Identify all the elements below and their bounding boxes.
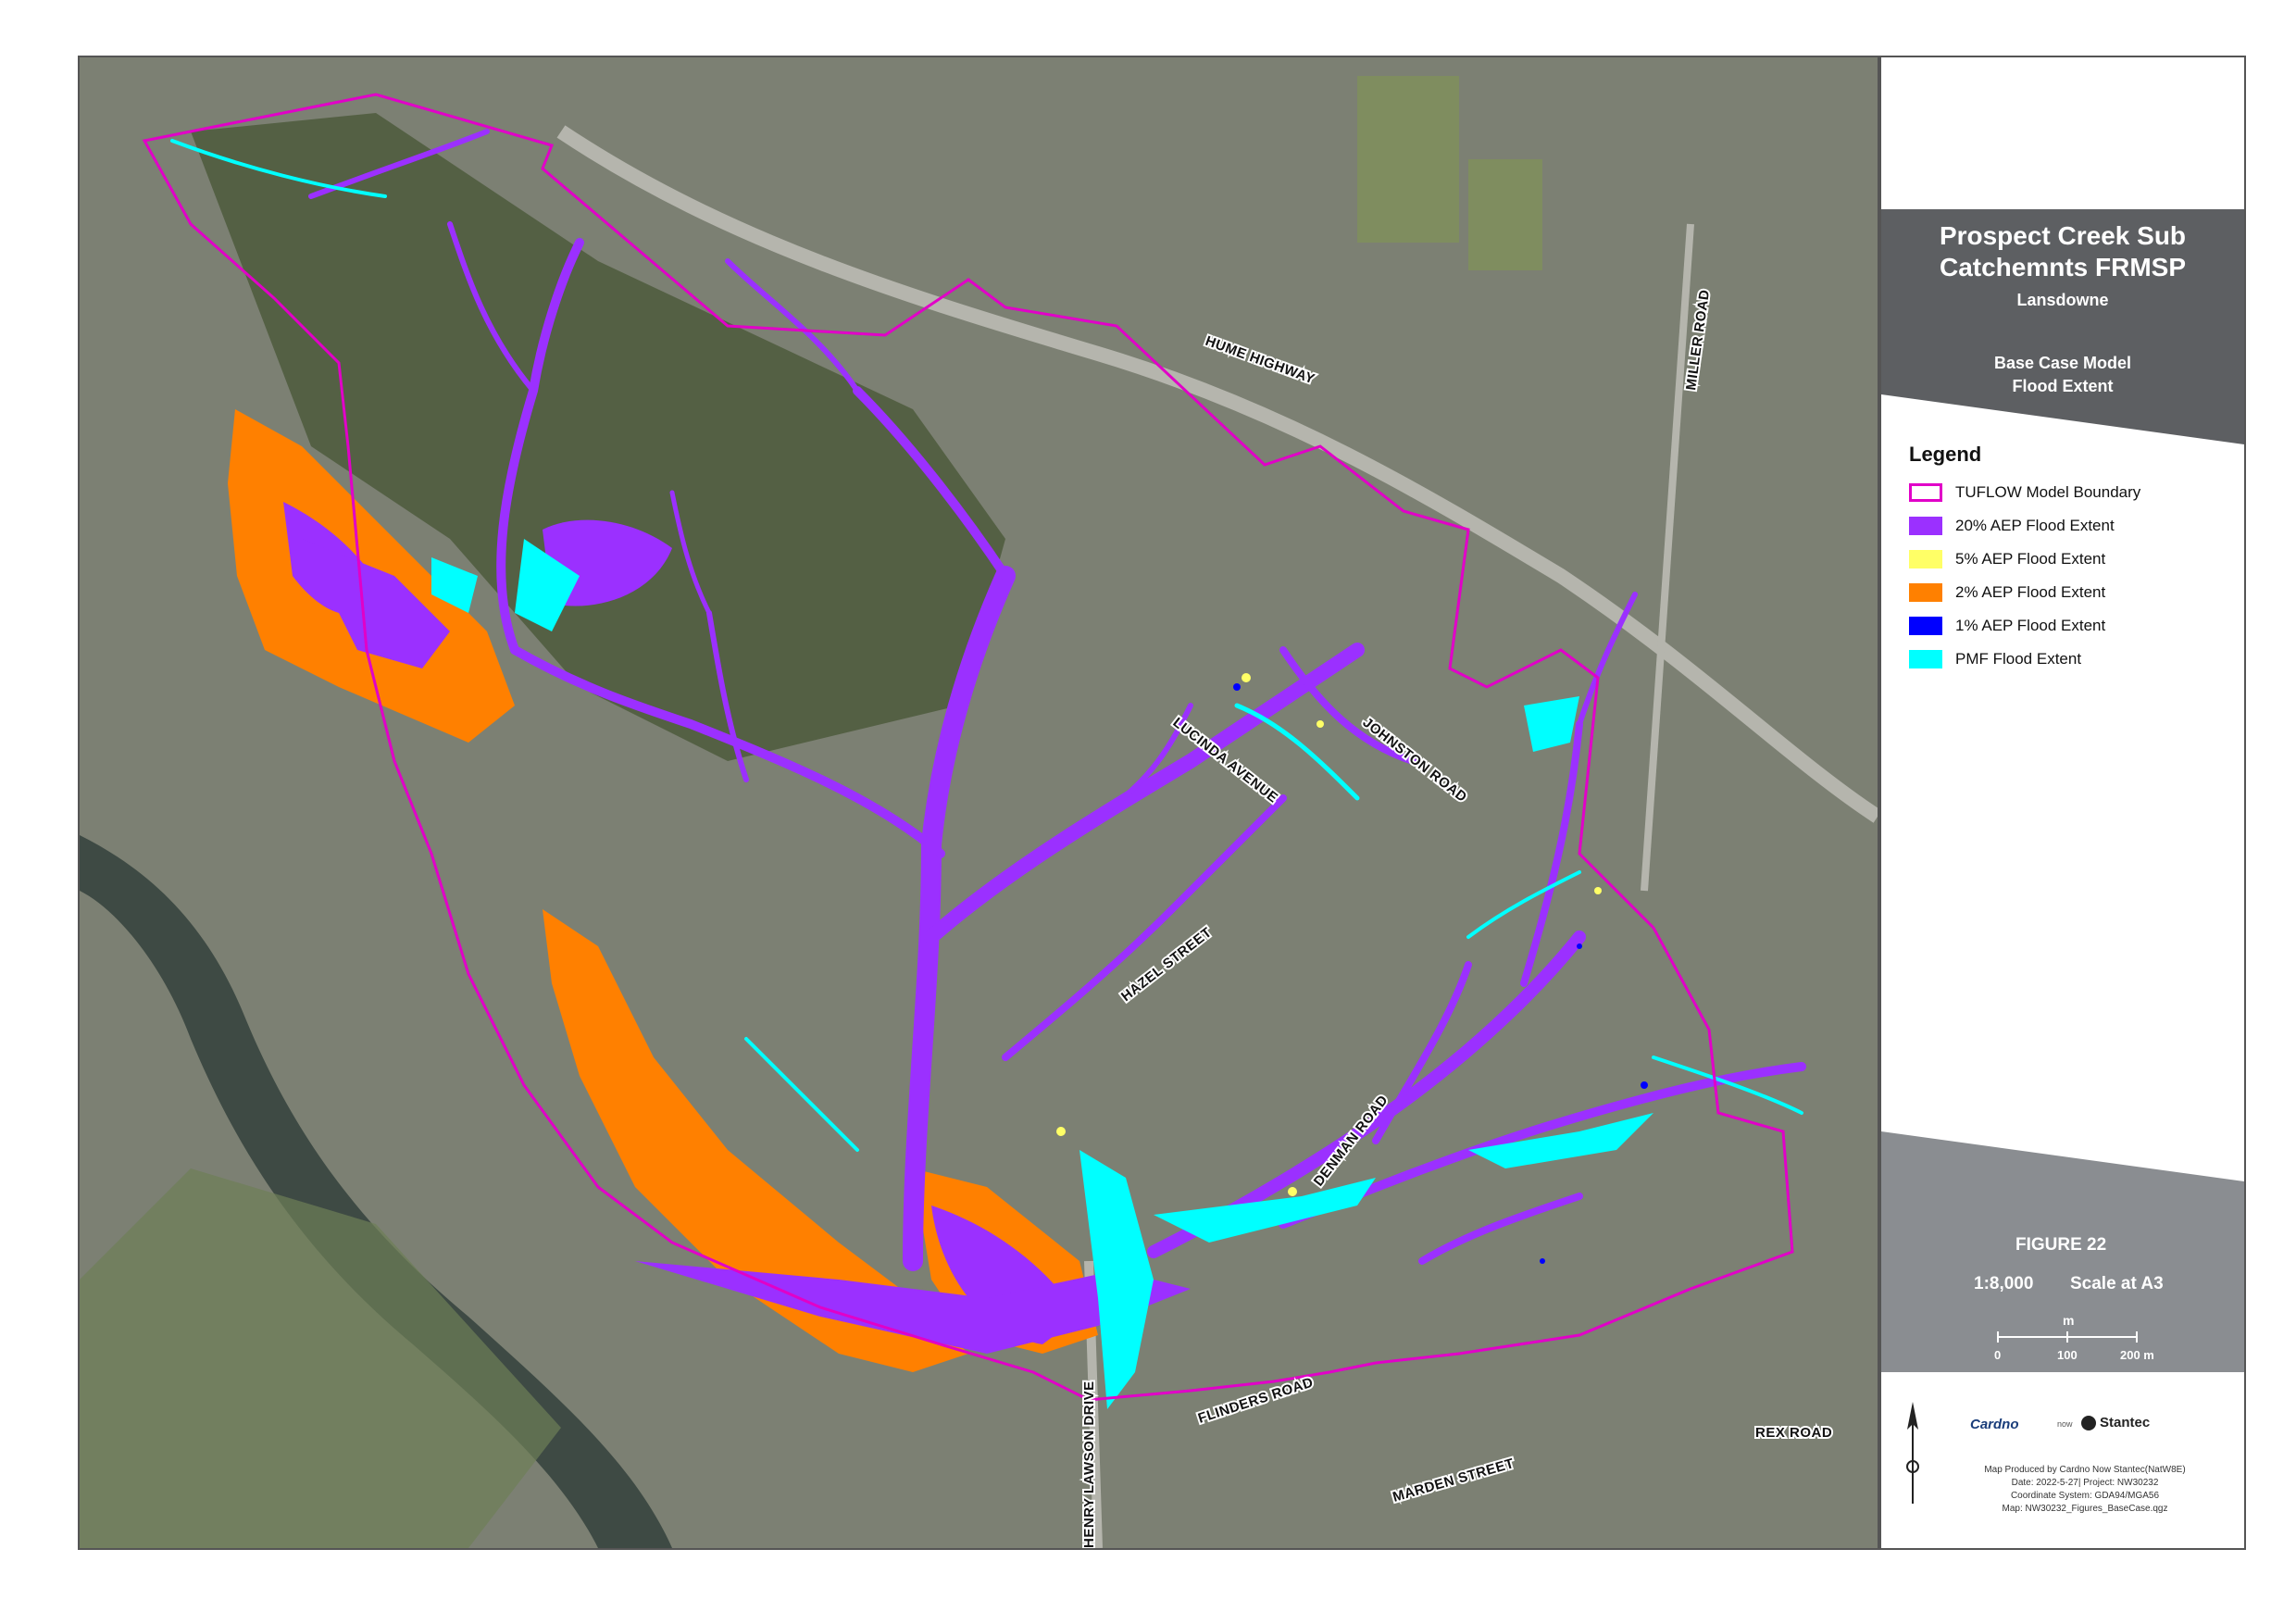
road-label-henry-lawson: HENRY LAWSON DRIVE	[1081, 1380, 1097, 1548]
legend-label: 2% AEP Flood Extent	[1955, 583, 2106, 601]
legend-label: 5% AEP Flood Extent	[1955, 550, 2106, 568]
scalebar-unit: m	[2063, 1313, 2075, 1328]
legend-item-tuflow-boundary: TUFLOW Model Boundary	[1909, 476, 2140, 509]
scalebar-tick-200: 200 m	[2120, 1348, 2154, 1362]
legend-swatch	[1909, 617, 1942, 635]
tuflow-model-boundary	[142, 93, 1794, 1402]
legend-label: PMF Flood Extent	[1955, 650, 2082, 668]
figure-block-background	[1881, 1131, 2244, 1372]
road-hume-highway	[556, 125, 1878, 823]
sports-field	[1468, 159, 1542, 270]
map-subtitle-line1: Base Case Model	[1993, 354, 2132, 372]
legend-swatch	[1909, 583, 1942, 602]
flood-pmf-extent	[431, 539, 1653, 1409]
flood-pmf-streams	[170, 139, 1803, 1152]
legend: Legend TUFLOW Model Boundary 20% AEP Flo…	[1909, 443, 2140, 676]
river	[80, 835, 672, 1548]
flood-map[interactable]: HUME HIGHWAY MILLER ROAD LUCINDA AVENUE …	[80, 57, 1878, 1548]
legend-swatch	[1909, 483, 1942, 502]
golf-course	[80, 1168, 561, 1548]
legend-item-pmf: PMF Flood Extent	[1909, 643, 2140, 676]
legend-label: TUFLOW Model Boundary	[1955, 483, 2141, 501]
meta-line-1: Map Produced by Cardno Now Stantec(NatW8…	[1984, 1465, 2186, 1475]
road-label-rex: REX ROAD	[1755, 1425, 1832, 1441]
flood-20pct-aep	[283, 502, 1191, 1354]
sports-field	[1357, 76, 1459, 243]
legend-item-20pct-aep: 20% AEP Flood Extent	[1909, 509, 2140, 543]
map-info-panel: Prospect Creek Sub Catchemnts FRMSP Lans…	[1879, 56, 2246, 1550]
legend-item-1pct-aep: 1% AEP Flood Extent	[1909, 609, 2140, 643]
map-scale: 1:8,000	[1974, 1274, 2034, 1293]
map-frame[interactable]: HUME HIGHWAY MILLER ROAD LUCINDA AVENUE …	[78, 56, 1879, 1550]
scalebar-tick-100: 100	[2057, 1348, 2078, 1362]
scale-bar	[1997, 1331, 2138, 1343]
map-location: Lansdowne	[2016, 291, 2109, 309]
meta-line-4: Map: NW30232_Figures_BaseCase.qgz	[2002, 1504, 2168, 1514]
bushland	[191, 113, 1005, 761]
legend-swatch	[1909, 650, 1942, 668]
legend-swatch	[1909, 550, 1942, 568]
cardno-logo: Cardno	[1970, 1417, 2019, 1432]
legend-title: Legend	[1909, 443, 1982, 466]
meta-line-3: Coordinate System: GDA94/MGA56	[2010, 1491, 2160, 1501]
meta-line-2: Date: 2022-5-27| Project: NW30232	[2011, 1478, 2159, 1488]
figure-number: FIGURE 22	[2015, 1235, 2107, 1255]
legend-item-2pct-aep: 2% AEP Flood Extent	[1909, 576, 2140, 609]
title-block-background	[1881, 209, 2244, 444]
map-title-line2: Catchemnts FRMSP	[1939, 253, 2187, 281]
legend-swatch	[1909, 517, 1942, 535]
stantec-logo: Stantec	[2081, 1415, 2150, 1430]
flood-5pct-1pct-speckles	[1056, 673, 1648, 1264]
scalebar-tick-0: 0	[1994, 1348, 2002, 1362]
legend-item-5pct-aep: 5% AEP Flood Extent	[1909, 543, 2140, 576]
legend-label: 20% AEP Flood Extent	[1955, 517, 2115, 534]
road-miller	[1641, 223, 1694, 892]
paper-size: Scale at A3	[2070, 1274, 2164, 1293]
map-subtitle-line2: Flood Extent	[2012, 377, 2114, 395]
north-arrow-icon	[1906, 1402, 1919, 1504]
legend-label: 1% AEP Flood Extent	[1955, 617, 2106, 634]
map-title-line1: Prospect Creek Sub	[1939, 221, 2187, 250]
